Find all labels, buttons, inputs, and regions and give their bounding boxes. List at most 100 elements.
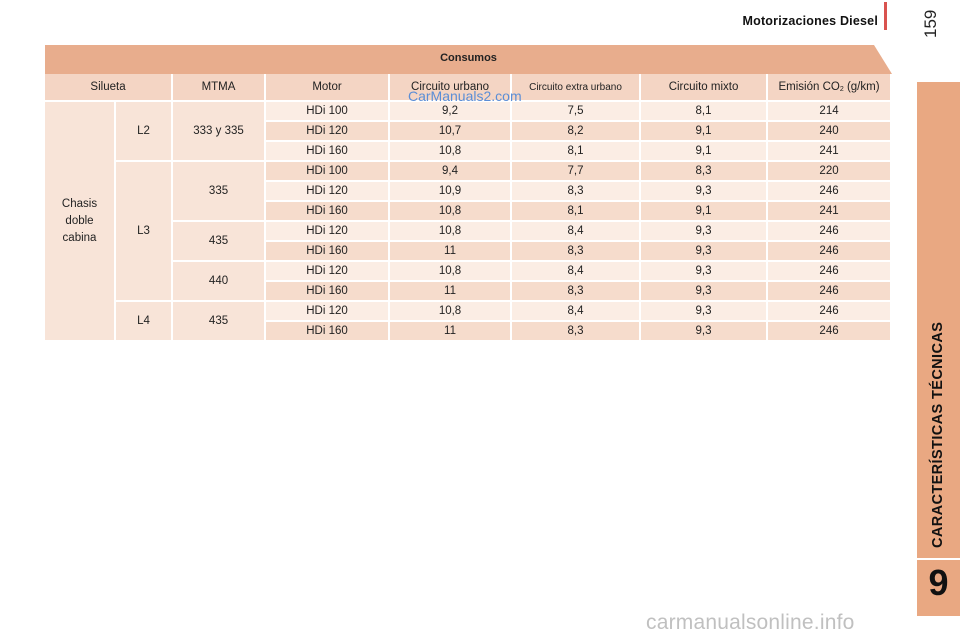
extra-cell: 8,1: [512, 142, 642, 162]
extra-cell: 7,5: [512, 102, 642, 122]
chapter-box: [917, 560, 960, 616]
mixto-cell: 9,3: [641, 322, 769, 342]
mixto-cell: 8,1: [641, 102, 769, 122]
table-row: L3 335 HDi 100 9,4 7,7 8,3 220: [45, 162, 893, 302]
col-header-motor: Motor: [266, 74, 391, 102]
extra-cell: 8,3: [512, 242, 642, 262]
mtma-l3-335: 335: [173, 162, 267, 222]
motor-cell: HDi 160: [266, 242, 391, 262]
extra-cell: 7,7: [512, 162, 642, 182]
table-row: HDi 160 11 8,3 9,3 246: [45, 322, 893, 342]
watermark-top: CarManuals2.com: [408, 88, 522, 104]
co2-cell: 246: [768, 282, 893, 302]
mtma-l3-435: 435: [173, 222, 267, 262]
co2-cell: 214: [768, 102, 893, 122]
motor-cell: HDi 160: [266, 282, 391, 302]
table-title: Consumos: [440, 52, 497, 64]
header-title: Motorizaciones Diesel: [742, 14, 878, 28]
silueta-cell: Chasis doble cabina: [45, 102, 116, 342]
motor-cell: HDi 120: [266, 122, 391, 142]
urbano-cell: 10,8: [390, 222, 513, 242]
col-header-urbano: Circuito urbano: [390, 74, 513, 102]
emision-suffix: (g/km): [843, 81, 880, 93]
header-row: Silueta MTMA Motor Circuito urbano Circu…: [45, 74, 893, 102]
extra-cell: 8,3: [512, 182, 642, 202]
mixto-cell: 9,3: [641, 262, 769, 282]
table-row: HDi 120 10,7 8,2 9,1 240: [45, 122, 893, 142]
urbano-cell: 10,7: [390, 122, 513, 142]
table-row: 435 HDi 120 10,8 8,4 9,3 246: [45, 222, 893, 262]
mtma-l4: 435: [173, 302, 267, 342]
co2-cell: 246: [768, 302, 893, 322]
motor-cell: HDi 100: [266, 162, 391, 182]
col-header-extra: Circuito extra urbano: [512, 74, 642, 102]
emision-prefix: Emisión CO: [778, 81, 840, 93]
co2-cell: 246: [768, 262, 893, 282]
section-label: CARACTERÍSTICAS TÉCNICAS: [930, 321, 946, 548]
table-row: 440 HDi 120 10,8 8,4 9,3 246: [45, 262, 893, 302]
co2-cell: 241: [768, 202, 893, 222]
table-row: HDi 160 11 8,3 9,3 246: [45, 282, 893, 302]
watermark-bottom: carmanualsonline.info: [646, 611, 855, 634]
col-header-mtma: MTMA: [173, 74, 267, 102]
table-row: HDi 160 11 8,3 9,3 246: [45, 242, 893, 262]
mixto-cell: 9,1: [641, 142, 769, 162]
mixto-cell: 9,3: [641, 282, 769, 302]
consumption-table: Silueta MTMA Motor Circuito urbano Circu…: [45, 74, 893, 342]
co2-cell: 220: [768, 162, 893, 182]
col-header-emision: Emisión CO2 (g/km): [768, 74, 893, 102]
motor-cell: HDi 120: [266, 302, 391, 322]
consumption-table-panel: Consumos Silueta MTMA Motor Circuito urb…: [45, 45, 893, 342]
urbano-cell: 11: [390, 322, 513, 342]
urbano-cell: 11: [390, 242, 513, 262]
mixto-cell: 8,3: [641, 162, 769, 182]
co2-cell: 246: [768, 182, 893, 202]
col-header-mixto: Circuito mixto: [641, 74, 769, 102]
co2-cell: 246: [768, 222, 893, 242]
mixto-cell: 9,3: [641, 182, 769, 202]
mixto-cell: 9,1: [641, 202, 769, 222]
motor-cell: HDi 120: [266, 262, 391, 282]
motor-cell: HDi 100: [266, 102, 391, 122]
side-band: [917, 82, 960, 558]
urbano-cell: 10,8: [390, 202, 513, 222]
silueta-text: Chasis doble cabina: [61, 197, 98, 244]
table-row: HDi 160 10,8 8,1 9,1 241: [45, 142, 893, 162]
urbano-cell: 10,8: [390, 302, 513, 322]
extra-cell: 8,4: [512, 222, 642, 242]
header-rule: [884, 2, 887, 30]
table-row: HDi 120 10,9 8,3 9,3 246: [45, 182, 893, 202]
urbano-cell: 10,8: [390, 142, 513, 162]
motor-cell: HDi 160: [266, 202, 391, 222]
extra-cell: 8,4: [512, 302, 642, 322]
mixto-cell: 9,1: [641, 122, 769, 142]
extra-cell: 8,3: [512, 282, 642, 302]
length-l2: L2: [116, 102, 174, 162]
emision-sub: 2: [839, 86, 844, 93]
urbano-cell: 10,9: [390, 182, 513, 202]
motor-cell: HDi 120: [266, 222, 391, 242]
motor-cell: HDi 160: [266, 142, 391, 162]
page-number-text: 159: [921, 9, 940, 38]
table-row: L4 435 HDi 120 10,8 8,4 9,3 246: [45, 302, 893, 342]
length-l4: L4: [116, 302, 174, 342]
urbano-cell: 9,2: [390, 102, 513, 122]
mixto-cell: 9,3: [641, 302, 769, 322]
co2-cell: 241: [768, 142, 893, 162]
motor-cell: HDi 160: [266, 322, 391, 342]
co2-cell: 240: [768, 122, 893, 142]
mixto-cell: 9,3: [641, 222, 769, 242]
extra-cell: 8,2: [512, 122, 642, 142]
co2-cell: 246: [768, 322, 893, 342]
motor-cell: HDi 120: [266, 182, 391, 202]
co2-cell: 246: [768, 242, 893, 262]
mixto-cell: 9,3: [641, 242, 769, 262]
urbano-cell: 9,4: [390, 162, 513, 182]
length-l3: L3: [116, 162, 174, 302]
extra-cell: 8,3: [512, 322, 642, 342]
extra-cell: 8,1: [512, 202, 642, 222]
urbano-cell: 10,8: [390, 262, 513, 282]
extra-cell: 8,4: [512, 262, 642, 282]
urbano-cell: 11: [390, 282, 513, 302]
col-header-silueta: Silueta: [45, 74, 174, 102]
